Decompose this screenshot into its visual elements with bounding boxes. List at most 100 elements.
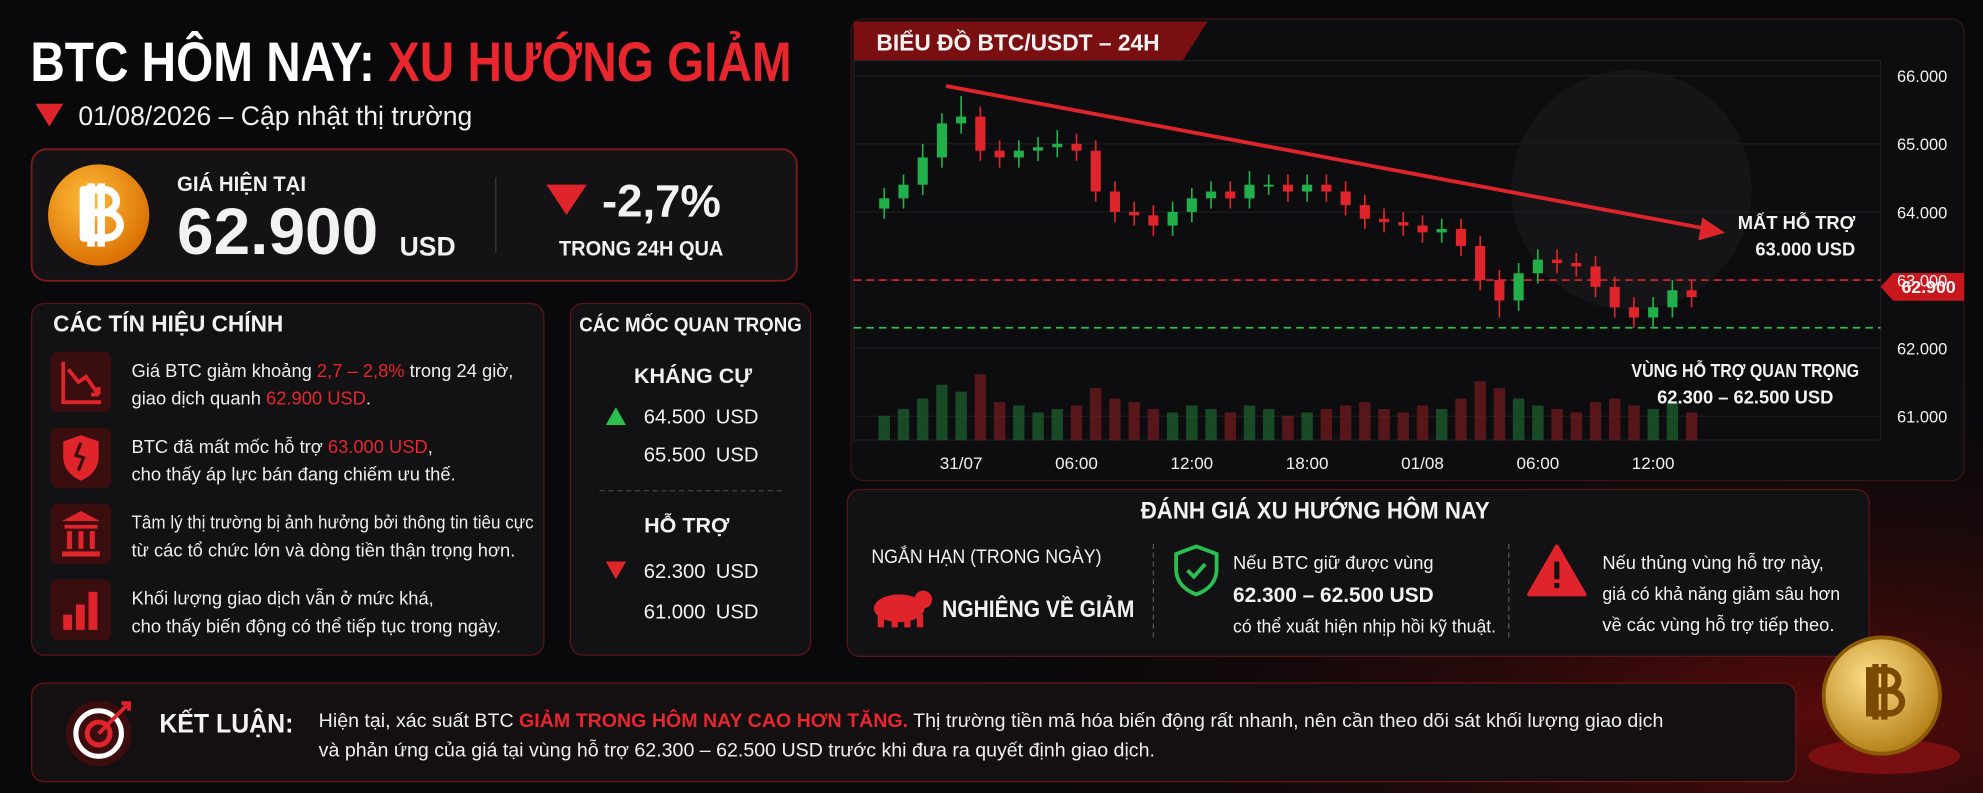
candle-body xyxy=(956,116,967,124)
candle-body xyxy=(1398,222,1409,226)
candle-body xyxy=(879,198,890,209)
text-segment: BTC đã mất mốc hỗ trợ xyxy=(132,436,328,457)
candle-body xyxy=(936,123,947,158)
title: BTC HÔM NAY:XU HƯỚNG GIẢM xyxy=(30,31,791,93)
price-label: GIÁ HIỆN TẠI xyxy=(177,171,306,196)
level-value: 64.500 xyxy=(644,407,706,429)
volume-bar xyxy=(1359,402,1371,441)
x-tick-label: 18:00 xyxy=(1286,454,1329,473)
volume-bar xyxy=(1685,412,1698,441)
levels-title: CÁC MỐC QUAN TRỌNG xyxy=(579,312,802,336)
volume-bar xyxy=(1051,408,1063,441)
candle-body xyxy=(1263,184,1274,187)
volume-bar xyxy=(1320,408,1333,441)
volume-bar xyxy=(1301,412,1313,441)
candle-body xyxy=(1436,228,1447,233)
chart-title: BIỂU ĐỒ BTC/USDT – 24H xyxy=(876,30,1159,56)
candle-body xyxy=(1609,286,1620,308)
gold-coin-symbol xyxy=(1866,663,1906,720)
volume-bar xyxy=(878,415,890,441)
text-segment: 63.000 USD xyxy=(328,436,428,457)
scenario-down-line: Nếu thủng vùng hỗ trợ này, xyxy=(1602,552,1824,573)
candle-body xyxy=(1628,307,1640,318)
arrow-head xyxy=(1698,217,1726,241)
volume-bar xyxy=(1647,408,1659,441)
candle-body xyxy=(1494,280,1505,301)
price: 62.900 xyxy=(177,194,378,268)
candle-body xyxy=(994,150,1005,158)
level-value: 61.000 xyxy=(644,601,706,623)
subtitle: 01/08/2026 – Cập nhật thị trường xyxy=(78,101,472,131)
signals-panel xyxy=(30,302,545,656)
scenario-down-line: giá có khả năng giảm sâu hơn xyxy=(1602,583,1840,604)
candle-body xyxy=(1167,211,1178,226)
conclusion-line: Hiện tại, xác suất BTC GIẢM TRONG HÔM NA… xyxy=(319,708,1664,732)
volume-bar xyxy=(1416,405,1429,441)
candle-body xyxy=(1321,184,1332,192)
candle-body xyxy=(1648,307,1659,318)
signal-line: cho thấy biến động có thể tiếp tục trong… xyxy=(132,615,502,636)
volume-bar xyxy=(1570,412,1582,441)
signal-line: BTC đã mất mốc hỗ trợ 63.000 USD, xyxy=(132,436,433,457)
text-segment: giao dịch quanh xyxy=(132,388,267,409)
bias: NGHIÊNG VỀ GIẢM xyxy=(942,594,1134,623)
price-card xyxy=(30,148,798,282)
volume-bar xyxy=(1339,405,1352,441)
candle-body xyxy=(1205,191,1217,199)
price-unit: USD xyxy=(400,231,456,261)
text-segment: Giá BTC giảm khoảng xyxy=(132,360,317,381)
y-tick-label: 63.000 xyxy=(1897,272,1947,290)
candle-body xyxy=(1667,290,1678,308)
candle-body xyxy=(1071,143,1082,151)
bear-leg xyxy=(891,615,898,628)
candle-body xyxy=(1090,150,1101,192)
conclusion-line: và phản ứng của giá tại vùng hỗ trợ 62.3… xyxy=(319,738,1155,761)
y-tick-label: 64.000 xyxy=(1897,204,1947,222)
volume-bar xyxy=(1378,408,1390,441)
text-segment: cho thấy áp lực bán đang chiếm ưu thế. xyxy=(132,464,456,485)
target-ring xyxy=(84,719,113,748)
title-red: XU HƯỚNG GIẢM xyxy=(388,31,792,93)
x-tick-label: 31/07 xyxy=(940,454,983,473)
down-triangle xyxy=(35,103,64,127)
candle-body xyxy=(1378,218,1390,223)
text-segment: GIẢM TRONG HÔM NAY CAO HƠN TĂNG. xyxy=(519,708,908,732)
warning-dot xyxy=(1554,583,1560,589)
candle-body xyxy=(1513,273,1524,301)
resistance-title: KHÁNG CỰ xyxy=(634,363,752,388)
text-segment: và phản ứng của giá tại vùng hỗ trợ 62.3… xyxy=(319,738,1155,761)
scenario-down-line: về các vùng hỗ trợ tiếp theo. xyxy=(1602,614,1834,635)
x-tick-label: 06:00 xyxy=(1055,454,1098,473)
candle-body xyxy=(1225,191,1236,199)
volume-bar xyxy=(1589,402,1602,441)
signal-line: giao dịch quanh 62.900 USD. xyxy=(132,388,371,409)
change-label: TRONG 24H QUA xyxy=(559,236,723,260)
volume-bar xyxy=(1397,412,1409,441)
x-tick-label: 01/08 xyxy=(1401,454,1444,473)
volume-bar xyxy=(1455,398,1467,441)
bear-leg xyxy=(877,615,885,628)
candle-body xyxy=(1013,150,1024,158)
level-unit: USD xyxy=(716,445,759,467)
icon-volume xyxy=(63,591,98,630)
text-segment: từ các tổ chức lớn và dòng tiền thận trọ… xyxy=(132,539,516,560)
volume-bar xyxy=(1205,408,1217,441)
volume-bar xyxy=(1070,405,1083,441)
volume-bar xyxy=(1628,405,1640,441)
y-tick-label: 66.000 xyxy=(1897,68,1947,86)
candle-body xyxy=(1052,143,1063,148)
volume-bar xyxy=(1186,405,1198,441)
y-tick-label: 65.000 xyxy=(1897,136,1947,154)
signal-line: Giá BTC giảm khoảng 2,7 – 2,8% trong 24 … xyxy=(132,360,514,381)
volume-bar xyxy=(1147,408,1160,441)
text-segment: 2,7 – 2,8% xyxy=(317,360,405,381)
conclusion-panel xyxy=(30,682,1797,783)
text-segment: Tâm lý thị trường bị ảnh hưởng bởi thông… xyxy=(132,512,534,533)
warning-mark xyxy=(1554,561,1560,580)
text-segment: Khối lượng giao dịch vẫn ở mức khá, xyxy=(132,588,434,609)
down-triangle xyxy=(546,184,587,216)
volume-bar xyxy=(1263,408,1275,441)
